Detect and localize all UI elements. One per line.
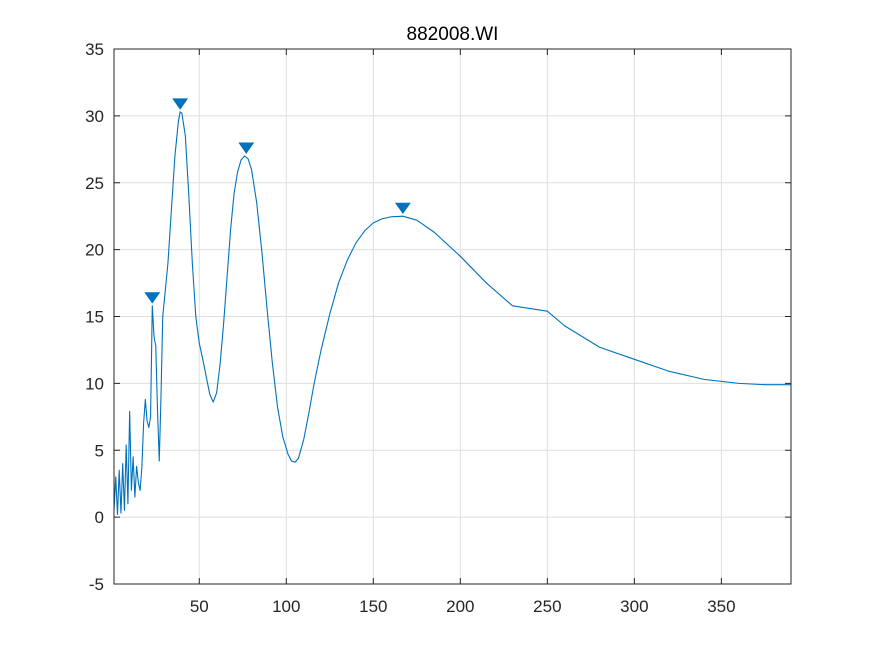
x-tick-label: 150 [359,597,387,616]
y-tick-label: 30 [85,107,104,126]
x-tick-label: 250 [533,597,561,616]
chart-title: 882008.WI [407,24,499,45]
x-tick-label: 300 [620,597,648,616]
peak-marker [238,142,255,154]
peak-markers [144,98,411,304]
y-tick-label: 0 [95,508,104,527]
x-tick-label: 200 [446,597,474,616]
x-tick-label: 100 [272,597,300,616]
y-tick-label: 20 [85,241,104,260]
series-line-1 [113,111,791,515]
x-axis: 50 100 150 200 250 300 350 [190,49,736,616]
y-tick-label: 25 [85,174,104,193]
y-tick-label: 15 [85,308,104,327]
y-tick-label: 35 [85,40,104,59]
series-layer [113,111,791,515]
x-tick-label: 50 [190,597,209,616]
x-tick-label: 350 [707,597,735,616]
y-tick-label: 5 [95,441,104,460]
y-tick-label: -5 [89,575,104,594]
peak-marker [144,292,161,304]
y-axis: -5 0 5 10 15 20 25 30 35 [85,40,791,594]
peak-marker [172,98,189,110]
peak-marker [394,202,411,215]
y-tick-label: 10 [85,374,104,393]
